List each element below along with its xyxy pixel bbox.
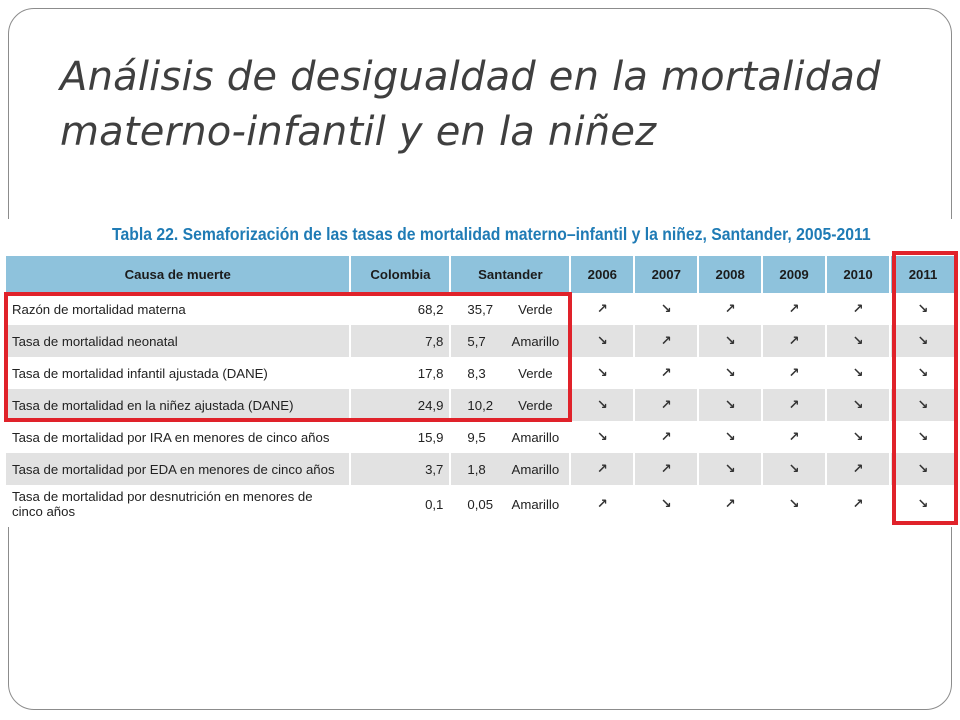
mortality-table: Causa de muerte Colombia Santander 2006 …: [6, 256, 958, 523]
semaforo-label: Verde: [518, 397, 553, 413]
cell-cause: Tasa de mortalidad neonatal: [6, 325, 352, 357]
table-row: Tasa de mortalidad por EDA en menores de…: [6, 453, 958, 485]
table-header-row: Causa de muerte Colombia Santander 2006 …: [6, 256, 958, 293]
trend-arrow-icon: ↗: [762, 389, 828, 421]
header-colombia: Colombia: [350, 256, 452, 293]
slide-title: Análisis de desigualdad en la mortalidad…: [60, 54, 881, 155]
trend-arrow-icon: ↗: [698, 293, 764, 325]
highlight-box-first-rows: [4, 292, 572, 422]
table-row: Tasa de mortalidad por desnutrición en m…: [6, 485, 958, 523]
header-year: 2009: [762, 256, 828, 293]
trend-arrow-icon: ↘: [889, 293, 958, 325]
cell-santander: 1,8 Amarillo: [450, 453, 572, 485]
cell-santander: 10,2 Verde: [450, 389, 572, 421]
trend-arrow-icon: ↗: [762, 325, 828, 357]
trend-arrow-icon: ↘: [889, 453, 958, 485]
trend-arrow-icon: ↘: [698, 325, 764, 357]
trend-arrow-icon: ↗: [826, 485, 891, 523]
trend-arrow-icon: ↘: [889, 421, 958, 453]
header-year: 2006: [570, 256, 636, 293]
trend-arrow-icon: ↗: [698, 485, 764, 523]
trend-arrow-icon: ↘: [762, 485, 828, 523]
trend-arrow-icon: ↘: [698, 389, 764, 421]
table-image: Tabla 22. Semaforización de las tasas de…: [6, 219, 958, 527]
cell-colombia: 24,9: [350, 389, 452, 421]
trend-arrow-icon: ↘: [826, 357, 891, 389]
header-year: 2011: [889, 256, 958, 293]
header-year: 2008: [698, 256, 764, 293]
trend-arrow-icon: ↗: [762, 357, 828, 389]
table-row: Razón de mortalidad materna 68,2 35,7 Ver…: [6, 293, 958, 325]
trend-arrow-icon: ↘: [826, 325, 891, 357]
semaforo-label: Amarillo: [511, 429, 560, 445]
highlight-box-2011-column: [892, 251, 958, 525]
trend-arrow-icon: ↗: [634, 389, 700, 421]
semaforo-label: Amarillo: [511, 496, 560, 512]
trend-arrow-icon: ↗: [570, 453, 636, 485]
santander-value: 10,2: [467, 397, 494, 413]
semaforo-label: Amarillo: [511, 461, 560, 477]
santander-value: 1,8: [467, 461, 486, 477]
cell-santander: 0,05 Amarillo: [450, 485, 572, 523]
header-santander: Santander: [450, 256, 572, 293]
table-row: Tasa de mortalidad en la niñez ajustada …: [6, 389, 958, 421]
table-row: Tasa de mortalidad neonatal 7,8 5,7 Amari…: [6, 325, 958, 357]
santander-value: 35,7: [467, 301, 494, 317]
cell-colombia: 17,8: [350, 357, 452, 389]
trend-arrow-icon: ↘: [826, 389, 891, 421]
trend-arrow-icon: ↗: [570, 293, 636, 325]
trend-arrow-icon: ↗: [570, 485, 636, 523]
cell-colombia: 3,7: [350, 453, 452, 485]
semaforo-label: Verde: [518, 365, 553, 381]
trend-arrow-icon: ↘: [889, 325, 958, 357]
header-year: 2007: [634, 256, 700, 293]
trend-arrow-icon: ↘: [826, 421, 891, 453]
santander-value: 8,3: [467, 365, 486, 381]
trend-arrow-icon: ↘: [570, 325, 636, 357]
trend-arrow-icon: ↗: [634, 421, 700, 453]
cell-cause: Tasa de mortalidad por EDA en menores de…: [6, 453, 352, 485]
trend-arrow-icon: ↗: [762, 421, 828, 453]
cell-santander: 8,3 Verde: [450, 357, 572, 389]
trend-arrow-icon: ↗: [826, 293, 891, 325]
trend-arrow-icon: ↗: [634, 453, 700, 485]
trend-arrow-icon: ↘: [570, 389, 636, 421]
cell-santander: 35,7 Verde: [450, 293, 572, 325]
cell-santander: 5,7 Amarillo: [450, 325, 572, 357]
santander-value: 5,7: [467, 333, 486, 349]
trend-arrow-icon: ↘: [698, 421, 764, 453]
table-caption: Tabla 22. Semaforización de las tasas de…: [112, 224, 871, 244]
cell-colombia: 68,2: [350, 293, 452, 325]
semaforo-label: Amarillo: [511, 333, 560, 349]
trend-arrow-icon: ↘: [634, 485, 700, 523]
cell-cause: Tasa de mortalidad por IRA en menores de…: [6, 421, 352, 453]
trend-arrow-icon: ↘: [698, 453, 764, 485]
trend-arrow-icon: ↘: [889, 389, 958, 421]
semaforo-label: Verde: [518, 301, 553, 317]
trend-arrow-icon: ↘: [698, 357, 764, 389]
cell-colombia: 7,8: [350, 325, 452, 357]
trend-arrow-icon: ↘: [570, 421, 636, 453]
trend-arrow-icon: ↗: [826, 453, 891, 485]
trend-arrow-icon: ↘: [634, 293, 700, 325]
trend-arrow-icon: ↗: [762, 293, 828, 325]
trend-arrow-icon: ↘: [762, 453, 828, 485]
trend-arrow-icon: ↗: [634, 325, 700, 357]
trend-arrow-icon: ↘: [570, 357, 636, 389]
header-year: 2010: [826, 256, 891, 293]
table-row: Tasa de mortalidad por IRA en menores de…: [6, 421, 958, 453]
cell-cause: Tasa de mortalidad infantil ajustada (DA…: [6, 357, 352, 389]
cell-cause: Tasa de mortalidad por desnutrición en m…: [6, 485, 352, 523]
cell-cause: Razón de mortalidad materna: [6, 293, 352, 325]
cell-colombia: 0,1: [350, 485, 452, 523]
cell-cause: Tasa de mortalidad en la niñez ajustada …: [6, 389, 352, 421]
santander-value: 9,5: [467, 429, 486, 445]
trend-arrow-icon: ↗: [634, 357, 700, 389]
header-cause: Causa de muerte: [6, 256, 352, 293]
cell-santander: 9,5 Amarillo: [450, 421, 572, 453]
cell-colombia: 15,9: [350, 421, 452, 453]
santander-value: 0,05: [467, 496, 494, 512]
